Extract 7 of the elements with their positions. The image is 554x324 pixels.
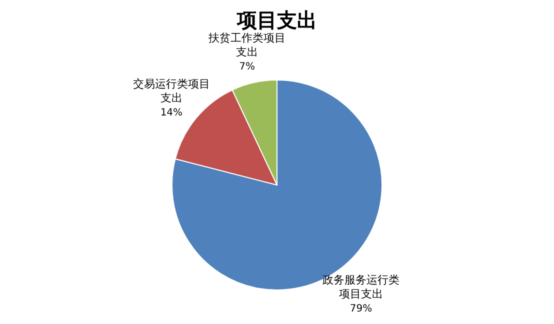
data-label: 14% xyxy=(160,108,183,119)
slice-label: 扶贫工作类项目支出 xyxy=(208,31,286,58)
slice-label: 交易运行类项目支出 xyxy=(132,78,210,105)
data-label: 7% xyxy=(239,61,256,72)
data-label: 79% xyxy=(350,303,372,314)
chart-title: 项目支出 xyxy=(236,8,317,32)
slice-label: 政务服务运行类项目支出 xyxy=(322,273,400,300)
